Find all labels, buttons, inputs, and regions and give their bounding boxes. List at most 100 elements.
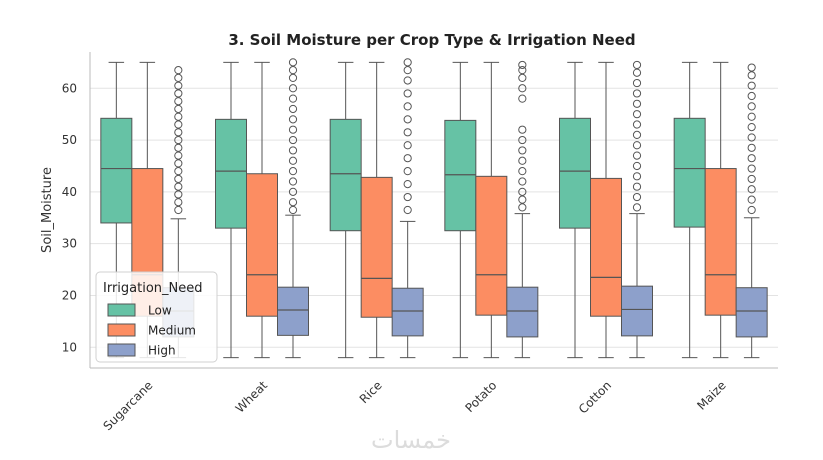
outlier-point xyxy=(403,205,412,215)
legend-label-high: High xyxy=(148,344,176,358)
box-low xyxy=(215,61,247,359)
outlier-point xyxy=(747,133,756,142)
category-group xyxy=(673,61,768,359)
outlier-point xyxy=(288,156,298,165)
outlier-point xyxy=(174,73,183,83)
outlier-point xyxy=(174,89,183,98)
box-iqr xyxy=(215,118,247,229)
outlier-point xyxy=(747,112,756,121)
box-iqr xyxy=(246,173,278,317)
box-medium xyxy=(704,61,737,359)
outlier-point xyxy=(747,102,756,111)
box-low xyxy=(559,61,591,359)
outlier-point xyxy=(403,115,412,124)
outlier-point xyxy=(174,128,183,137)
legend-swatch-high xyxy=(107,343,136,357)
outlier-point xyxy=(288,135,298,145)
outlier-point xyxy=(518,177,527,186)
outlier-point xyxy=(288,146,298,155)
outlier-point xyxy=(288,187,298,196)
outlier-point xyxy=(747,154,756,163)
watermark-text: خمسات xyxy=(371,426,451,454)
outlier-point xyxy=(403,179,412,189)
outlier-point xyxy=(632,130,642,139)
outlier-point xyxy=(174,81,183,90)
y-tick-label: 10 xyxy=(62,340,77,354)
x-tick-label: Maize xyxy=(694,378,728,412)
y-tick-label: 50 xyxy=(62,133,77,147)
outlier-point xyxy=(174,174,183,184)
outlier-point xyxy=(632,182,642,191)
outlier-point xyxy=(632,99,642,108)
box-iqr xyxy=(475,175,508,316)
outlier-point xyxy=(632,120,642,129)
y-tick-label: 20 xyxy=(62,288,77,302)
legend-swatch-medium xyxy=(107,323,136,337)
outlier-point xyxy=(174,190,183,199)
y-tick-label: 40 xyxy=(62,185,77,199)
outlier-point xyxy=(288,66,298,75)
outlier-point xyxy=(518,146,527,155)
outlier-point xyxy=(747,195,756,204)
outlier-point xyxy=(288,198,298,207)
outlier-point xyxy=(403,192,412,202)
outlier-point xyxy=(518,60,527,70)
outlier-point xyxy=(403,89,412,98)
outlier-point xyxy=(288,58,298,67)
outlier-point xyxy=(632,78,642,88)
outlier-point xyxy=(174,66,183,75)
outlier-point xyxy=(518,187,527,196)
outlier-point xyxy=(174,143,183,152)
outlier-point xyxy=(747,164,756,173)
outlier-point xyxy=(518,167,527,176)
legend: Irrigation_Need Low Medium High xyxy=(95,271,218,363)
plot-area xyxy=(100,58,768,359)
box-medium xyxy=(360,61,393,359)
box-medium xyxy=(475,61,508,359)
box-iqr xyxy=(704,168,737,316)
outlier-point xyxy=(403,76,412,85)
outlier-point xyxy=(518,94,527,103)
box-iqr xyxy=(673,117,706,228)
outlier-point xyxy=(174,167,183,176)
outlier-point xyxy=(747,185,756,194)
outlier-point xyxy=(288,115,298,124)
box-medium xyxy=(590,61,622,359)
outlier-point xyxy=(174,182,183,191)
box-low xyxy=(329,61,362,359)
box-low xyxy=(673,61,706,359)
outlier-point xyxy=(747,91,756,101)
outlier-point xyxy=(174,120,183,129)
y-tick-label: 30 xyxy=(62,237,77,251)
outlier-point xyxy=(747,63,756,72)
box-iqr xyxy=(559,117,591,229)
legend-swatch-low xyxy=(107,303,136,317)
box-iqr xyxy=(590,177,622,317)
outlier-point xyxy=(632,89,642,98)
outlier-point xyxy=(288,104,298,114)
outlier-point xyxy=(632,151,642,160)
outlier-point xyxy=(174,159,183,168)
x-tick-label: Wheat xyxy=(233,378,271,416)
outlier-point xyxy=(518,203,527,212)
outlier-point xyxy=(174,97,183,106)
outlier-point xyxy=(632,68,642,77)
box-iqr xyxy=(360,176,393,318)
category-group xyxy=(444,60,539,359)
box-high xyxy=(621,60,653,359)
box-medium xyxy=(246,61,278,359)
outlier-point xyxy=(288,177,298,186)
outlier-point xyxy=(632,203,642,212)
outlier-point xyxy=(518,125,527,134)
y-axis-label: Soil_Moisture xyxy=(40,167,55,253)
outlier-point xyxy=(747,81,756,90)
box-high xyxy=(391,58,424,359)
y-tick-label: 60 xyxy=(62,81,77,95)
outlier-point xyxy=(288,205,298,215)
y-axis-ticks: 10 20 30 40 50 60 xyxy=(62,81,77,354)
legend-frame xyxy=(95,271,218,363)
outlier-point xyxy=(518,73,527,83)
box-iqr xyxy=(506,286,539,338)
box-iqr xyxy=(100,117,133,224)
